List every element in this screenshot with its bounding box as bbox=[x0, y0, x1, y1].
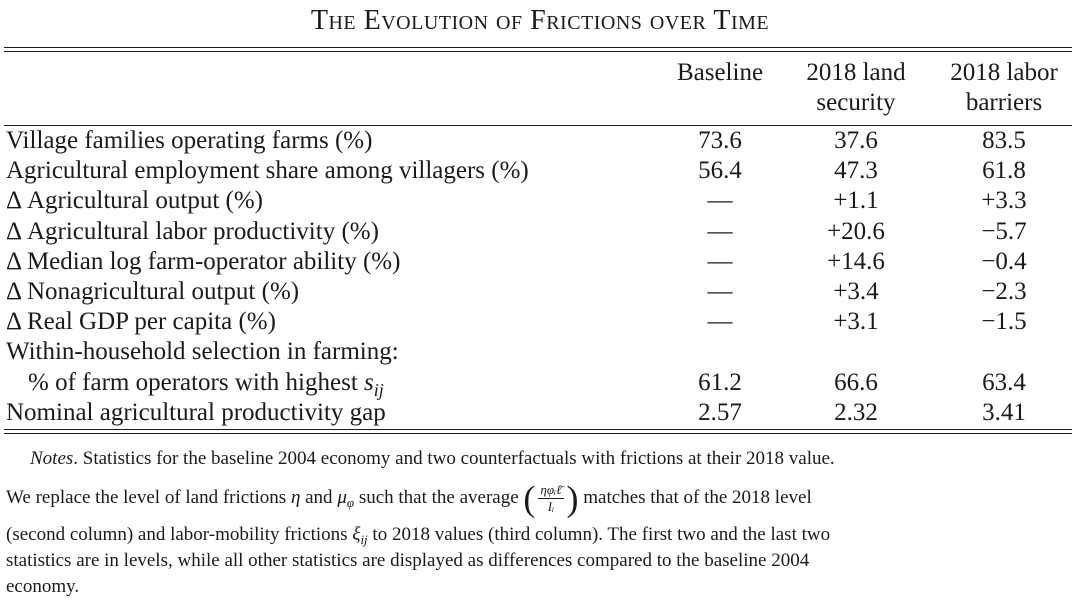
row-label: Δ Agricultural labor productivity (%) bbox=[6, 217, 379, 245]
table-cell: 63.4 bbox=[982, 368, 1026, 396]
table-cell: +1.1 bbox=[833, 187, 879, 215]
row-label: % of farm operators with highest sij bbox=[28, 368, 384, 400]
table-cell: −1.5 bbox=[981, 308, 1027, 336]
table-cell: 47.3 bbox=[834, 157, 878, 185]
table-cell: +3.3 bbox=[981, 187, 1027, 215]
row-label: Δ Real GDP per capita (%) bbox=[6, 308, 276, 336]
column-header-land-security: 2018 land security bbox=[806, 59, 906, 116]
table-cell: +3.4 bbox=[833, 278, 879, 305]
table-cell: 61.8 bbox=[982, 157, 1026, 185]
header-rule bbox=[4, 125, 1072, 127]
right-paren: ) bbox=[566, 478, 579, 519]
table-cell: 56.4 bbox=[698, 157, 742, 185]
table-cell: 2.32 bbox=[834, 398, 878, 426]
top-rule-double bbox=[4, 51, 1072, 53]
bottom-rule bbox=[4, 429, 1072, 431]
table-cell: 66.6 bbox=[834, 368, 878, 396]
notes-line-4: statistics are in levels, while all othe… bbox=[6, 550, 810, 571]
table-cell: −5.7 bbox=[981, 217, 1027, 245]
notes-line-2: We replace the level of land frictions η… bbox=[6, 478, 812, 519]
column-header-baseline: Baseline bbox=[676, 59, 764, 86]
notes-line-1: Notes. Statistics for the baseline 2004 … bbox=[30, 448, 835, 469]
notes-line-5: economy. bbox=[6, 576, 80, 597]
table-cell: 3.41 bbox=[982, 398, 1026, 426]
row-label: Nominal agricultural productivity gap bbox=[6, 398, 386, 426]
column-header-labor-barriers: 2018 labor barriers bbox=[950, 59, 1058, 116]
table-title: The Evolution of Frictions over Time bbox=[310, 5, 770, 36]
row-label: Within-household selection in farming: bbox=[6, 338, 399, 366]
row-label: Δ Agricultural output (%) bbox=[6, 187, 263, 215]
table-cell: — bbox=[707, 247, 733, 275]
table-cell: +3.1 bbox=[833, 308, 879, 336]
row-label: Δ Nonagricultural output (%) bbox=[6, 278, 300, 305]
table-cell: — bbox=[707, 217, 733, 245]
table-cell: 83.5 bbox=[982, 127, 1026, 154]
row-label: Δ Median log farm-operator ability (%) bbox=[6, 247, 401, 275]
table-cell: +20.6 bbox=[827, 217, 885, 245]
left-paren: ( bbox=[523, 478, 536, 519]
table-cell: — bbox=[707, 187, 733, 215]
table-cell: — bbox=[707, 278, 733, 305]
bottom-rule-double bbox=[4, 433, 1072, 435]
notes-line-3: (second column) and labor-mobility frict… bbox=[6, 524, 831, 547]
table-cell: −2.3 bbox=[981, 278, 1027, 305]
table-cell: — bbox=[707, 308, 733, 336]
table-cell: 2.57 bbox=[698, 398, 742, 426]
table-cell: +14.6 bbox=[827, 247, 885, 275]
table-cell: 61.2 bbox=[698, 368, 742, 396]
row-label: Agricultural employment share among vill… bbox=[6, 157, 529, 185]
table-cell: 73.6 bbox=[698, 127, 742, 154]
top-rule bbox=[4, 47, 1072, 49]
row-label: Village families operating farms (%) bbox=[6, 127, 373, 154]
table-cell: −0.4 bbox=[981, 247, 1027, 275]
table-cell: 37.6 bbox=[834, 127, 878, 154]
fraction: ηφᵢℓ̄ Iᵢ bbox=[538, 482, 564, 514]
